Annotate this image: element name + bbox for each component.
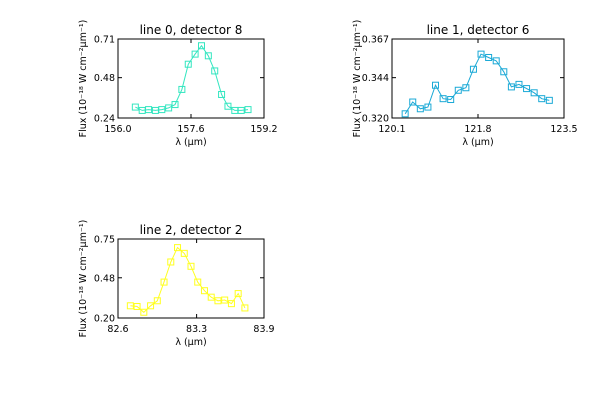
- plot-frame: [117, 238, 265, 319]
- data-point: [401, 110, 409, 118]
- x-axis-label: λ (μm): [175, 337, 206, 348]
- data-point: [218, 90, 226, 98]
- chart-title: line 1, detector 6: [427, 23, 530, 37]
- data-point: [424, 103, 432, 111]
- x-tick-label: 83.9: [253, 324, 274, 335]
- x-tick-label: 159.2: [250, 124, 277, 135]
- data-point: [523, 85, 531, 93]
- data-point: [530, 89, 538, 97]
- x-axis-label: λ (μm): [175, 137, 206, 148]
- data-point: [204, 52, 212, 60]
- x-axis-label: λ (μm): [462, 137, 493, 148]
- data-point: [197, 42, 205, 50]
- data-point: [477, 50, 485, 58]
- data-point: [224, 102, 232, 110]
- data-point: [227, 300, 235, 308]
- data-point: [485, 53, 493, 61]
- data-point: [237, 106, 245, 114]
- data-point: [133, 303, 141, 311]
- y-tick-label: 0.344: [362, 73, 389, 84]
- x-tick-label: 83.3: [186, 324, 207, 335]
- data-point: [131, 103, 139, 111]
- y-tick-label: 0.48: [94, 73, 115, 84]
- data-point: [160, 278, 168, 286]
- data-point: [207, 293, 215, 301]
- data-point: [545, 96, 553, 104]
- data-point: [439, 95, 447, 103]
- data-point: [184, 60, 192, 68]
- chart-title: line 0, detector 8: [140, 23, 243, 37]
- data-point: [126, 302, 134, 310]
- data-point: [447, 96, 455, 104]
- x-tick-label: 120.1: [378, 124, 405, 135]
- data-point: [147, 302, 155, 310]
- data-point: [432, 81, 440, 89]
- data-point: [241, 304, 249, 312]
- y-tick-label: 0.75: [94, 235, 115, 246]
- y-tick-label: 0.320: [362, 114, 389, 125]
- x-tick-label: 123.5: [550, 124, 577, 135]
- y-axis-label: Flux (10⁻¹⁸ W cm⁻²μm⁻¹): [78, 220, 89, 338]
- data-point: [178, 85, 186, 93]
- data-point: [214, 297, 222, 305]
- data-point: [221, 296, 229, 304]
- x-tick-label: 156.0: [104, 124, 131, 135]
- data-point: [194, 278, 202, 286]
- data-point: [515, 80, 523, 88]
- data-point: [180, 249, 188, 257]
- data-point: [454, 86, 462, 94]
- y-tick-label: 0.367: [362, 35, 389, 46]
- chart-panel-1: line 1, detector 6 120.1 121.8 123.5 0.320 0.…: [352, 20, 578, 148]
- series-line: [404, 53, 550, 115]
- data-point: [171, 101, 179, 109]
- data-point: [234, 290, 242, 298]
- data-point: [538, 95, 546, 103]
- y-tick-label: 0.48: [94, 273, 115, 284]
- data-point: [187, 262, 195, 270]
- data-point: [145, 106, 153, 114]
- series-line: [135, 44, 249, 111]
- data-point: [469, 65, 477, 73]
- chart-panel-2: line 2, detector 2 82.6 83.3 83.9 0.20 0.48 0.…: [78, 220, 275, 348]
- y-tick-label: 0.24: [94, 114, 115, 125]
- data-point: [244, 106, 252, 114]
- x-tick-label: 157.6: [177, 124, 204, 135]
- data-point: [462, 84, 470, 92]
- data-point: [211, 67, 219, 75]
- data-point: [500, 68, 508, 76]
- x-tick-label: 121.8: [464, 124, 491, 135]
- y-axis-label: Flux (10⁻¹⁸ W cm⁻²μm⁻¹): [352, 20, 363, 138]
- series-line: [130, 246, 246, 313]
- x-tick-label: 82.6: [107, 324, 128, 335]
- data-point: [153, 297, 161, 305]
- data-point: [416, 105, 424, 113]
- data-point: [409, 98, 417, 106]
- data-point: [492, 57, 500, 65]
- y-tick-label: 0.20: [94, 314, 115, 325]
- data-point: [507, 83, 515, 91]
- y-axis-label: Flux (10⁻¹⁸ W cm⁻²μm⁻¹): [78, 20, 89, 138]
- chart-panel-0: line 0, detector 8 156.0 157.6 159.2 0.24 0.4…: [78, 20, 278, 148]
- plot-frame: [117, 38, 265, 119]
- data-point: [174, 244, 182, 252]
- data-point: [140, 308, 148, 316]
- y-tick-label: 0.71: [94, 35, 115, 46]
- data-point: [167, 258, 175, 266]
- data-point: [200, 287, 208, 295]
- data-point: [191, 50, 199, 58]
- chart-title: line 2, detector 2: [140, 223, 243, 237]
- data-point: [158, 106, 166, 114]
